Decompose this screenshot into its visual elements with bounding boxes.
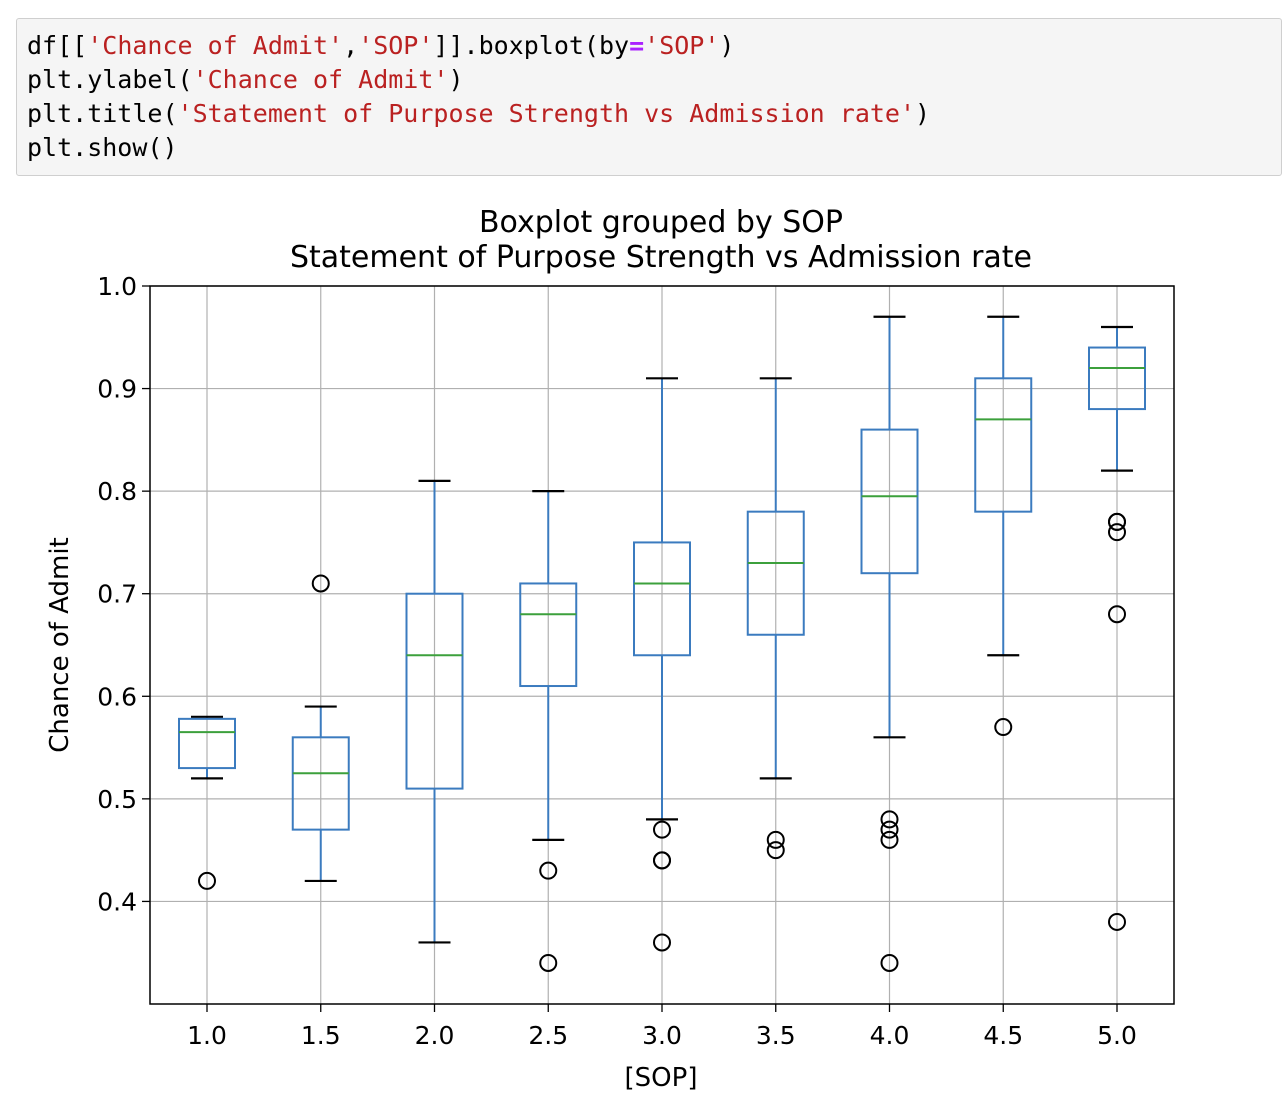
x-tick-label: 4.5 [983,1021,1023,1050]
outlier-point [539,953,558,972]
box-iqr [1088,346,1146,411]
x-tick-label: 4.0 [870,1021,910,1050]
box-iqr [633,541,691,657]
code-token: , [343,31,359,60]
y-tick-label: 0.6 [97,682,137,711]
x-tick-label: 3.5 [756,1021,796,1050]
x-tick-label: 5.0 [1097,1021,1137,1050]
code-token: ) [448,65,464,94]
outlier-point [653,820,671,839]
x-axis-label: [SOP] [625,1063,698,1093]
code-token: ]].boxplot(by [433,31,630,60]
box-layer [178,315,1146,972]
outlier-point [766,841,785,860]
outlier-point [653,933,671,952]
chart-title: Statement of Purpose Strength vs Admissi… [290,240,1032,275]
code-token: 'SOP' [358,31,434,60]
outlier-point [1108,512,1126,531]
x-tick-label: 2.0 [415,1021,455,1050]
outlier-point [994,718,1013,737]
y-tick-label: 1.0 [97,272,137,301]
box-iqr [519,582,578,688]
outlier-point [539,861,558,880]
x-tick-label: 2.5 [528,1021,568,1050]
y-tick-label: 0.9 [97,375,137,404]
y-tick-label: 0.7 [97,580,137,609]
box-iqr [974,377,1033,513]
code-line: df[['Chance of Admit','SOP']].boxplot(by… [27,29,1281,63]
box-iqr [291,736,350,831]
code-lines: df[['Chance of Admit','SOP']].boxplot(by… [27,29,1281,165]
code-line: plt.ylabel('Chance of Admit') [27,63,1281,97]
outlier-point [653,851,671,870]
code-token: 'Chance of Admit' [192,65,449,94]
box-iqr [178,717,236,770]
outlier-point [1108,523,1126,542]
y-tick-label: 0.4 [97,887,137,916]
code-token: plt.title( [27,99,178,128]
outlier-point [1108,912,1126,931]
code-token: 'SOP' [644,31,720,60]
box-iqr [860,428,919,575]
outlier-point [311,574,330,593]
code-token: 'Chance of Admit' [87,31,344,60]
code-token: df[[ [27,31,88,60]
outlier-point [880,820,899,839]
y-tick-label: 0.5 [97,785,137,814]
outlier-point [766,830,785,849]
box-iqr [405,592,464,790]
x-tick-label: 1.5 [301,1021,341,1050]
outlier-point [1108,605,1126,624]
outlier-point [880,953,899,972]
y-axis-label: Chance of Admit [45,537,75,753]
code-token: = [629,31,645,60]
code-token: ) [915,99,931,128]
code-line: plt.show() [27,131,1281,165]
chart-suptitle: Boxplot grouped by SOP [479,205,843,240]
code-token: plt.ylabel( [27,65,193,94]
code-token: plt.show() [27,133,178,162]
code-line: plt.title('Statement of Purpose Strength… [27,97,1281,131]
code-token: ) [719,31,735,60]
y-tick-label: 0.8 [97,477,137,506]
box-iqr [746,510,805,636]
code-cell[interactable]: df[['Chance of Admit','SOP']].boxplot(by… [16,18,1282,176]
outlier-point [880,830,899,849]
x-tick-label: 3.0 [642,1021,682,1050]
axis-layer: 0.4 0.5 0.6 0.7 0.8 0.9 1.0 1.0 1.5 2.0 2.5 3.0 3.5 4… [97,272,1137,1050]
outlier-point [198,871,216,890]
boxplot-chart: Boxplot grouped by SOP Statement of Purp… [45,205,1175,1093]
code-token: 'Statement of Purpose Strength vs Admiss… [177,99,916,128]
outlier-point [880,810,899,829]
x-tick-label: 1.0 [187,1021,227,1050]
